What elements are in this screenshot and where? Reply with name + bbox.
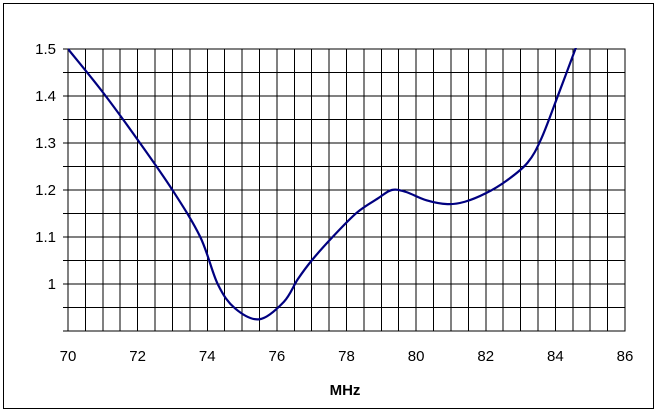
plot-area-border: [67, 48, 626, 332]
x-axis-tick-labels: 70 72 74 76 78 80 82 84 86: [60, 348, 634, 365]
x-tick-label: 78: [338, 348, 355, 365]
x-tick-label: 76: [269, 348, 286, 365]
y-tick-label: 1.4: [35, 88, 56, 105]
y-tick-label: 1.1: [35, 229, 56, 246]
line-chart: 1 1.1 1.2 1.3 1.4 1.5 70 72 74 76 78 80 82 84 86 MHz: [35, 41, 634, 399]
y-axis-tick-labels: 1 1.1 1.2 1.3 1.4 1.5: [35, 41, 56, 293]
x-tick-label: 74: [199, 348, 216, 365]
x-tick-label: 84: [547, 348, 564, 365]
y-tick-label: 1: [48, 276, 56, 293]
x-tick-label: 70: [60, 348, 77, 365]
x-tick-label: 86: [617, 348, 634, 365]
series: [68, 48, 577, 321]
y-tick-label: 1.5: [35, 41, 56, 58]
y-tick-label: 1.2: [35, 182, 56, 199]
chart-frame: 1 1.1 1.2 1.3 1.4 1.5 70 72 74 76 78 80 82 84 86 MHz: [3, 3, 654, 409]
y-tick-label: 1.3: [35, 135, 56, 152]
grid: [63, 48, 626, 332]
x-tick-label: 80: [408, 348, 425, 365]
series-line: [68, 48, 577, 321]
x-tick-label: 82: [477, 348, 494, 365]
x-axis-title: MHz: [330, 382, 361, 399]
x-tick-label: 72: [129, 348, 146, 365]
